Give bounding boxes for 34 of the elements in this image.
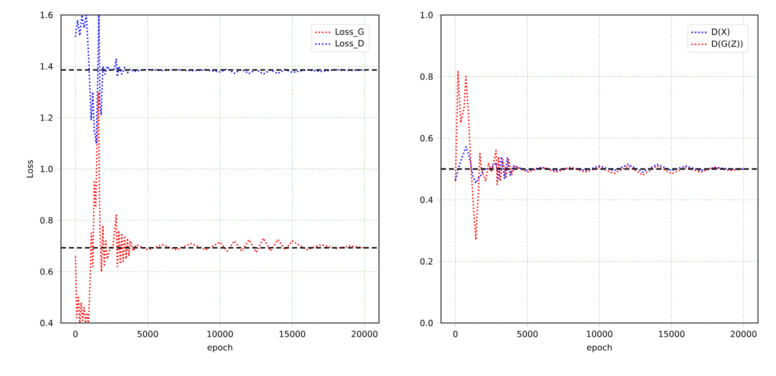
y-tick-label: 0.2 [420,258,432,265]
y-tick-label: 0.8 [40,217,53,224]
x-tick-label: 5000 [517,330,538,338]
line-series [454,146,744,184]
y-tick-label: 0.4 [420,196,433,204]
x-axis-title: epoch [587,344,612,352]
y-axis-title: Loss [26,160,33,178]
y-tick-label: 1.4 [40,63,53,70]
x-tick-label: 20000 [352,330,378,338]
x-tick-label: 0 [73,330,78,338]
y-tick-label: 1.6 [40,12,53,18]
x-tick-label: 5000 [138,330,158,338]
y-tick-label: 0.8 [420,73,433,80]
line-series [74,91,366,323]
y-tick-label: 1.0 [40,166,53,172]
line-series [454,70,744,241]
legend-label: D(G(Z)) [712,40,743,48]
legend-label: Loss_G [336,28,364,37]
x-tick-label: 15000 [280,330,306,338]
y-tick-label: 1.2 [40,114,52,121]
x-tick-label: 0 [453,330,458,338]
y-tick-label: 0.0 [420,320,433,326]
x-tick-label: 10000 [207,330,233,338]
y-tick-label: 0.4 [40,320,53,326]
legend-label: D(X) [712,28,730,36]
x-tick-label: 10000 [586,330,612,338]
y-tick-label: 0.6 [420,135,433,142]
x-axis-title: epoch [208,344,232,352]
legend-label: Loss_D [336,40,364,48]
x-tick-label: 20000 [730,330,757,338]
y-tick-label: 0.6 [40,268,53,275]
line-series [74,14,366,144]
x-tick-label: 15000 [659,330,684,338]
y-tick-label: 1.0 [420,12,433,18]
